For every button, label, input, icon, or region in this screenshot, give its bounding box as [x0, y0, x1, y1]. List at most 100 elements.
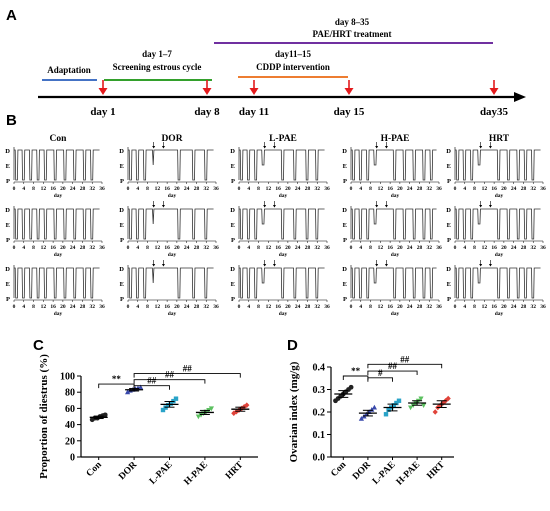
timepoint-15: day 15 — [334, 80, 365, 118]
trace-y-label: D — [119, 148, 124, 155]
trace-x-tick-label: 24 — [70, 304, 76, 310]
trace-x-tick-label: 16 — [50, 186, 56, 192]
data-point-hrt — [244, 402, 250, 408]
trace-x-tick-label: 12 — [378, 186, 384, 192]
cddp-marker-head — [479, 264, 483, 267]
trace-x-tick-label: 24 — [407, 245, 413, 251]
cddp-marker-head — [272, 264, 276, 267]
panel-d-letter: D — [287, 337, 298, 354]
trace-x-tick-label: 24 — [184, 245, 190, 251]
estrous-trace — [239, 208, 325, 240]
panel-a-letter: A — [6, 7, 17, 24]
x-tick-label: HRT — [224, 460, 246, 482]
chart-ovarian-index: 0.0 0.1 0.2 0.3 0.4 Ovarian index (mg/g) Con DO… — [288, 354, 454, 488]
trace-x-tick-label: 8 — [473, 245, 476, 251]
trace-x-tick-label: 0 — [454, 186, 457, 192]
trace-x-tick-label: 36 — [324, 186, 330, 192]
estrous-trace — [239, 149, 325, 181]
y-tick-label: 0.0 — [313, 453, 326, 464]
trace-y-label: D — [5, 266, 10, 273]
trace-y-label: D — [5, 207, 10, 214]
y-tick-label: 0.3 — [313, 385, 326, 396]
cddp-marker-head — [152, 146, 156, 149]
trace-x-tick-label: 32 — [89, 186, 95, 192]
trace-x-tick-label: 20 — [397, 245, 403, 251]
data-point-con — [102, 412, 108, 418]
trace-x-tick-label: 0 — [127, 186, 130, 192]
trace-x-tick-label: 36 — [324, 245, 330, 251]
trace-y-label: P — [120, 296, 124, 303]
adaptation-label: Adaptation — [47, 65, 91, 75]
trace-x-tick-label: 24 — [184, 304, 190, 310]
trace-x-tick-label: 4 — [359, 186, 362, 192]
trace-x-tick-label: 20 — [397, 186, 403, 192]
trace-x-label: day — [391, 252, 400, 258]
trace-x-tick-label: 12 — [155, 304, 161, 310]
trace-y-label: D — [230, 266, 235, 273]
x-tick-label: Con — [85, 460, 105, 480]
trace-x-tick-label: 20 — [501, 245, 507, 251]
trace-x-tick-label: 12 — [155, 186, 161, 192]
y-tick-label: 0.2 — [313, 408, 326, 419]
trace-y-label: P — [120, 178, 124, 185]
trace-x-tick-label: 28 — [417, 245, 423, 251]
trace-x-tick-label: 4 — [463, 245, 466, 251]
trace-y-label: P — [6, 296, 10, 303]
trace-x-tick-label: 36 — [99, 245, 105, 251]
significance-bracket — [367, 363, 443, 369]
trace-x-tick-label: 4 — [463, 186, 466, 192]
trace-x-tick-label: 0 — [350, 245, 353, 251]
trace-y-label: E — [6, 222, 10, 229]
y-tick-label: 20 — [65, 436, 75, 447]
cddp-marker-head — [161, 205, 165, 208]
trace-x-tick-label: 12 — [482, 186, 488, 192]
estrous-trace — [351, 149, 437, 181]
estrous-trace — [455, 208, 541, 240]
trace-x-tick-label: 0 — [350, 304, 353, 310]
trace-x-tick-label: 24 — [407, 304, 413, 310]
panel-d: D 0.0 0.1 0.2 0.3 0.4 Ovarian index (mg/g) Con… — [287, 337, 454, 488]
x-tick-label: HRT — [425, 460, 447, 482]
trace-x-tick-label: 8 — [32, 304, 35, 310]
trace-x-tick-label: 12 — [155, 245, 161, 251]
screening-days: day 1–7 — [142, 49, 172, 59]
significance-bracket — [367, 377, 393, 382]
trace-x-tick-label: 8 — [146, 186, 149, 192]
trace-x-tick-label: 36 — [436, 304, 442, 310]
trace-x-tick-label: 20 — [285, 304, 291, 310]
cddp-marker-head — [272, 146, 276, 149]
trace-x-label: day — [391, 311, 400, 317]
cddp-marker-head — [375, 264, 379, 267]
estrous-trace — [14, 208, 100, 240]
cddp-marker-head — [375, 205, 379, 208]
cddp-marker-head — [375, 146, 379, 149]
trace-y-label: D — [230, 207, 235, 214]
trace-x-tick-label: 36 — [540, 245, 546, 251]
trace-x-tick-label: 24 — [184, 186, 190, 192]
chart-diestrus: 0 20 40 60 80 100 Proportion of diestrus (%) Co… — [38, 354, 258, 488]
trace-y-label: D — [446, 266, 451, 273]
trace-y-label: P — [231, 296, 235, 303]
estrous-trace — [14, 267, 100, 299]
data-point-dor — [358, 415, 364, 421]
cddp-days: day11–15 — [275, 49, 312, 59]
trace-x-tick-label: 0 — [13, 304, 16, 310]
trace-x-tick-label: 24 — [295, 245, 301, 251]
trace-x-tick-label: 20 — [60, 186, 66, 192]
trace-x-tick-label: 24 — [295, 304, 301, 310]
trace-x-tick-label: 8 — [32, 186, 35, 192]
trace-y-label: E — [231, 222, 235, 229]
data-point-l-pae — [160, 407, 166, 413]
timepoint-8: day 8 — [194, 80, 220, 118]
trace-x-tick-label: 16 — [50, 304, 56, 310]
trace-x-tick-label: 28 — [194, 186, 200, 192]
trace-x-tick-label: 12 — [378, 304, 384, 310]
data-point-l-pae — [383, 412, 389, 417]
trace-x-tick-label: 32 — [426, 245, 432, 251]
significance-bracket — [133, 379, 206, 384]
